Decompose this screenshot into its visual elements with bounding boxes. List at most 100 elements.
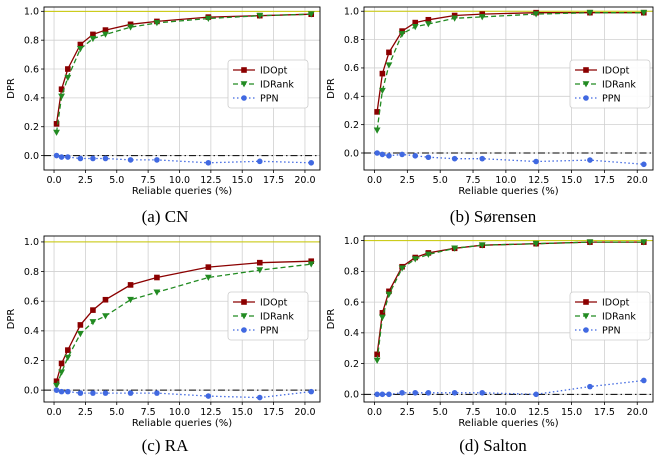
series-idrank — [373, 239, 648, 364]
data-point — [532, 11, 540, 18]
data-point — [65, 388, 71, 395]
data-point — [308, 258, 315, 264]
y-tick-label: 0.8 — [24, 35, 39, 46]
chart-panel-4: 0.0 2.5 5.0 7.5 10.0 12.5 15.0 17.5 20.0 0.0 0.2 0.… — [326, 235, 654, 455]
x-axis-label: Reliable queries (%) — [132, 418, 232, 429]
data-point — [64, 354, 72, 361]
x-tick-label: 5.0 — [109, 407, 124, 418]
legend-marker — [241, 67, 247, 73]
x-axis-label: Reliable queries (%) — [132, 186, 232, 197]
y-tick-label: 0.8 — [344, 35, 359, 46]
data-point — [479, 389, 486, 396]
legend-label: IDRank — [602, 80, 636, 91]
y-tick-label: 0.6 — [344, 297, 359, 308]
data-point — [587, 383, 593, 390]
data-point — [586, 239, 594, 246]
data-point — [641, 377, 647, 384]
data-point — [640, 239, 648, 246]
legend-marker — [241, 299, 247, 305]
x-tick-label: 12.5 — [528, 407, 549, 418]
x-tick-label: 20.0 — [627, 175, 648, 186]
data-point — [533, 391, 539, 398]
legend-box — [569, 59, 651, 109]
data-point — [386, 391, 392, 398]
plot-frame — [43, 235, 321, 403]
data-point — [76, 331, 84, 338]
data-point — [587, 157, 593, 163]
data-point — [58, 388, 65, 395]
data-point — [65, 66, 71, 72]
data-point — [90, 390, 96, 396]
data-point — [204, 274, 212, 281]
y-tick-label: 0.0 — [24, 151, 39, 162]
x-tick-label: 17.5 — [263, 175, 284, 186]
data-point — [153, 289, 161, 296]
x-tick-label: 7.5 — [465, 407, 480, 418]
data-point — [65, 154, 71, 160]
y-tick-label: 0.6 — [24, 297, 39, 308]
data-point — [53, 129, 60, 136]
data-point — [425, 16, 432, 23]
y-tick-label: 0.0 — [344, 148, 359, 159]
data-point — [53, 382, 60, 390]
data-point — [102, 296, 109, 303]
data-point — [379, 70, 386, 77]
x-tick-label: 7.5 — [141, 407, 156, 418]
data-point — [90, 307, 96, 313]
legend-label: IDRank — [260, 80, 294, 91]
x-tick-label: 0.0 — [46, 407, 61, 418]
data-point — [127, 296, 134, 304]
legend: IDOpt IDRank PPN — [569, 291, 651, 341]
legend-box — [569, 291, 651, 341]
data-point — [58, 360, 65, 367]
y-tick-label: 0.4 — [24, 326, 39, 337]
data-point — [478, 14, 486, 21]
y-tick-label: 0.8 — [24, 267, 39, 278]
legend-label: IDOpt — [602, 298, 630, 309]
data-point — [154, 274, 160, 281]
y-axis-label: DPR — [326, 309, 337, 330]
legend: IDOpt IDRank PPN — [227, 59, 309, 109]
data-point — [205, 159, 212, 166]
legend: IDOpt IDRank PPN — [227, 291, 309, 341]
data-point — [411, 24, 419, 31]
series-idrank — [53, 261, 315, 390]
legend-marker — [241, 327, 247, 333]
data-point — [256, 259, 263, 266]
y-tick-label: 0.0 — [344, 390, 359, 401]
data-point — [412, 19, 419, 26]
data-point — [399, 28, 405, 34]
x-tick-label: 12.5 — [200, 175, 221, 186]
data-point — [424, 21, 432, 28]
x-tick-label: 10.0 — [495, 175, 516, 186]
legend-label: PPN — [602, 94, 621, 105]
data-point — [127, 390, 134, 396]
legend: IDOpt IDRank PPN — [569, 59, 651, 109]
legend-label: PPN — [260, 326, 279, 337]
data-point — [89, 319, 97, 326]
series-ppn — [374, 150, 647, 168]
data-point — [373, 127, 381, 134]
panel-caption: (a) CN — [142, 207, 189, 226]
data-point — [385, 291, 393, 298]
x-tick-label: 12.5 — [528, 175, 549, 186]
series-ppn — [374, 377, 647, 398]
plot-frame — [363, 235, 654, 403]
data-point — [77, 322, 84, 328]
legend-label: IDRank — [260, 312, 294, 323]
data-point — [640, 9, 648, 17]
panel-caption: (b) Sørensen — [450, 207, 537, 226]
data-point — [307, 261, 315, 268]
x-tick-label: 15.0 — [561, 175, 582, 186]
y-tick-label: 1.0 — [344, 236, 359, 247]
series-idrank — [373, 9, 648, 134]
x-tick-label: 17.5 — [594, 407, 615, 418]
data-point — [425, 389, 432, 396]
x-tick-label: 20.0 — [294, 175, 315, 186]
data-point — [374, 391, 380, 398]
series-ppn — [53, 387, 315, 401]
data-point — [374, 109, 380, 115]
data-point — [386, 49, 392, 56]
x-tick-label: 2.5 — [400, 175, 415, 186]
x-tick-label: 2.5 — [78, 175, 93, 186]
